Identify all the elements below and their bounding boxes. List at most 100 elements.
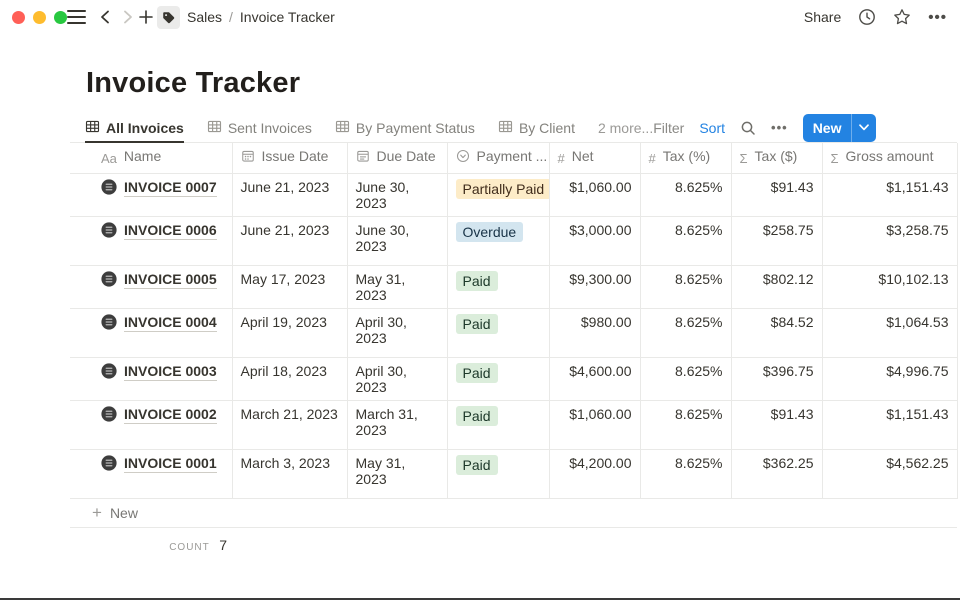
column-header-gross-amount[interactable]: Σ Gross amount xyxy=(822,143,958,174)
invoice-page-link[interactable]: INVOICE 0002 xyxy=(124,406,217,424)
cell-gross-amount[interactable]: $3,258.75 xyxy=(822,216,958,266)
cell-gross-amount[interactable]: $4,996.75 xyxy=(822,357,958,401)
invoice-page-link[interactable]: INVOICE 0005 xyxy=(124,271,217,289)
table-footer-count[interactable]: COUNT 7 xyxy=(70,528,232,555)
cell-payment-status[interactable]: Paid xyxy=(447,265,550,309)
new-button[interactable]: New xyxy=(802,113,877,142)
invoice-page-link[interactable]: INVOICE 0003 xyxy=(124,363,217,381)
cell-due-date[interactable]: March 31, 2023 xyxy=(347,400,448,450)
cell-name[interactable]: INVOICE 0002 xyxy=(70,400,233,450)
filter-button[interactable]: Filter xyxy=(653,119,685,136)
page-title[interactable]: Invoice Tracker xyxy=(86,67,301,99)
new-button-label[interactable]: New xyxy=(812,119,842,136)
cell-payment-status[interactable]: Paid xyxy=(447,449,550,499)
column-header-name[interactable]: Aa Name xyxy=(70,143,233,174)
cell-due-date[interactable]: April 30, 2023 xyxy=(347,357,448,401)
view-tab-by-payment-status[interactable]: By Payment Status xyxy=(335,113,475,142)
cell-issue-date[interactable]: June 21, 2023 xyxy=(232,216,348,266)
column-header-tax[interactable]: # Tax (%) xyxy=(640,143,732,174)
cell-tax-percent[interactable]: 8.625% xyxy=(640,449,732,499)
forward-button[interactable] xyxy=(119,8,137,26)
new-button-chevron-icon[interactable] xyxy=(851,113,876,142)
column-header-due-date[interactable]: Due Date xyxy=(347,143,448,174)
minimize-window-button[interactable] xyxy=(33,11,46,24)
cell-issue-date[interactable]: April 19, 2023 xyxy=(232,308,348,358)
cell-tax-percent[interactable]: 8.625% xyxy=(640,400,732,450)
cell-tax-percent[interactable]: 8.625% xyxy=(640,173,732,217)
cell-due-date[interactable]: May 31, 2023 xyxy=(347,265,448,309)
cell-gross-amount[interactable]: $4,562.25 xyxy=(822,449,958,499)
cell-due-date[interactable]: June 30, 2023 xyxy=(347,173,448,217)
column-header-net[interactable]: # Net xyxy=(549,143,641,174)
view-options-icon[interactable]: ••• xyxy=(771,120,788,135)
new-page-button[interactable] xyxy=(137,8,155,26)
cell-net[interactable]: $3,000.00 xyxy=(549,216,641,266)
cell-tax-percent[interactable]: 8.625% xyxy=(640,216,732,266)
new-row-button[interactable]: + New xyxy=(70,499,957,528)
cell-tax-dollars[interactable]: $396.75 xyxy=(731,357,823,401)
cell-due-date[interactable]: April 30, 2023 xyxy=(347,308,448,358)
cell-tax-percent[interactable]: 8.625% xyxy=(640,265,732,309)
cell-payment-status[interactable]: Paid xyxy=(447,357,550,401)
invoice-page-link[interactable]: INVOICE 0007 xyxy=(124,179,217,197)
search-icon[interactable] xyxy=(740,120,756,136)
cell-net[interactable]: $1,060.00 xyxy=(549,400,641,450)
cell-payment-status[interactable]: Paid xyxy=(447,400,550,450)
cell-name[interactable]: INVOICE 0003 xyxy=(70,357,233,401)
invoice-page-link[interactable]: INVOICE 0001 xyxy=(124,455,217,473)
invoice-page-link[interactable]: INVOICE 0006 xyxy=(124,222,217,240)
share-button[interactable]: Share xyxy=(803,9,842,25)
column-header-payment[interactable]: Payment ... xyxy=(447,143,550,174)
cell-due-date[interactable]: May 31, 2023 xyxy=(347,449,448,499)
cell-net[interactable]: $1,060.00 xyxy=(549,173,641,217)
cell-issue-date[interactable]: March 3, 2023 xyxy=(232,449,348,499)
cell-net[interactable]: $4,600.00 xyxy=(549,357,641,401)
more-options-icon[interactable]: ••• xyxy=(928,8,947,26)
updates-clock-icon[interactable] xyxy=(858,8,876,26)
cell-gross-amount[interactable]: $10,102.13 xyxy=(822,265,958,309)
close-window-button[interactable] xyxy=(12,11,25,24)
cell-tax-dollars[interactable]: $258.75 xyxy=(731,216,823,266)
view-tab-by-client[interactable]: By Client xyxy=(498,113,575,142)
cell-due-date[interactable]: June 30, 2023 xyxy=(347,216,448,266)
cell-payment-status[interactable]: Overdue xyxy=(447,216,550,266)
column-header-tax[interactable]: Σ Tax ($) xyxy=(731,143,823,174)
view-tab-all-invoices[interactable]: All Invoices xyxy=(85,113,184,143)
cell-name[interactable]: INVOICE 0001 xyxy=(70,449,233,499)
cell-tax-dollars[interactable]: $802.12 xyxy=(731,265,823,309)
page-icon-tag[interactable] xyxy=(157,6,180,29)
cell-name[interactable]: INVOICE 0007 xyxy=(70,173,233,217)
cell-name[interactable]: INVOICE 0005 xyxy=(70,265,233,309)
sort-button[interactable]: Sort xyxy=(699,119,726,136)
back-button[interactable] xyxy=(96,8,114,26)
cell-issue-date[interactable]: June 21, 2023 xyxy=(232,173,348,217)
cell-payment-status[interactable]: Paid xyxy=(447,308,550,358)
breadcrumb-section[interactable]: Sales xyxy=(187,9,223,25)
cell-issue-date[interactable]: April 18, 2023 xyxy=(232,357,348,401)
cell-tax-percent[interactable]: 8.625% xyxy=(640,357,732,401)
column-header-issue-date[interactable]: Issue Date xyxy=(232,143,348,174)
breadcrumb-current-page[interactable]: Invoice Tracker xyxy=(239,9,335,25)
more-views-button[interactable]: 2 more... xyxy=(597,119,654,136)
cell-gross-amount[interactable]: $1,064.53 xyxy=(822,308,958,358)
cell-tax-dollars[interactable]: $91.43 xyxy=(731,400,823,450)
sidebar-toggle-icon[interactable] xyxy=(67,9,86,25)
cell-issue-date[interactable]: March 21, 2023 xyxy=(232,400,348,450)
view-tab-sent-invoices[interactable]: Sent Invoices xyxy=(207,113,312,142)
cell-net[interactable]: $4,200.00 xyxy=(549,449,641,499)
cell-tax-dollars[interactable]: $84.52 xyxy=(731,308,823,358)
cell-gross-amount[interactable]: $1,151.43 xyxy=(822,400,958,450)
cell-issue-date[interactable]: May 17, 2023 xyxy=(232,265,348,309)
invoice-page-link[interactable]: INVOICE 0004 xyxy=(124,314,217,332)
cell-tax-dollars[interactable]: $362.25 xyxy=(731,449,823,499)
cell-name[interactable]: INVOICE 0004 xyxy=(70,308,233,358)
cell-tax-percent[interactable]: 8.625% xyxy=(640,308,732,358)
count-label[interactable]: COUNT xyxy=(169,541,210,553)
cell-net[interactable]: $980.00 xyxy=(549,308,641,358)
favorite-star-icon[interactable] xyxy=(893,8,911,26)
cell-payment-status[interactable]: Partially Paid xyxy=(447,173,550,217)
cell-net[interactable]: $9,300.00 xyxy=(549,265,641,309)
cell-gross-amount[interactable]: $1,151.43 xyxy=(822,173,958,217)
cell-tax-dollars[interactable]: $91.43 xyxy=(731,173,823,217)
cell-name[interactable]: INVOICE 0006 xyxy=(70,216,233,266)
